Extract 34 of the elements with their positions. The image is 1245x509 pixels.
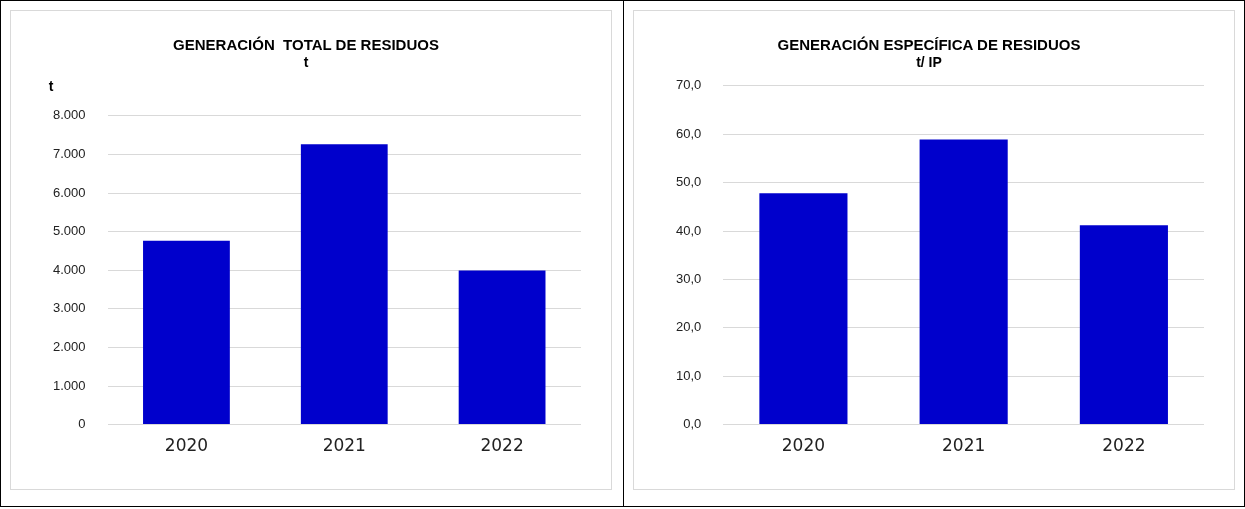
y-tick-label: 4.000 [52,261,86,277]
chart-subtitle: t/ IP [915,54,942,71]
bar [1079,225,1168,425]
y-tick-label: 30,0 [675,270,701,286]
y-tick-label: 50,0 [675,174,701,190]
y-tick-label: 1.000 [52,377,86,393]
y-tick-label: 0,0 [682,416,701,432]
bar [919,139,1008,425]
x-tick-label: 2021 [941,435,985,456]
y-tick-label: 70,0 [675,77,701,93]
y-tick-label: 8.000 [52,107,86,123]
chart-subtitle: t [303,54,309,71]
bar [458,270,546,425]
y-tick-label: 7.000 [52,145,86,161]
chart-title: GENERACIÓN TOTAL DE RESIDUOS [173,36,439,54]
y-tick-label: 60,0 [675,125,701,141]
x-tick-label: 2021 [322,435,366,456]
y-tick-label: 6.000 [52,184,86,200]
y-tick-label: 2.000 [52,338,86,354]
y-tick-label: 20,0 [675,319,701,335]
y-axis-title: t [48,77,54,94]
x-tick-label: 2020 [164,435,209,456]
x-tick-label: 2022 [1101,435,1146,456]
y-tick-label: 5.000 [52,223,86,239]
x-tick-label: 2020 [781,435,825,456]
bar [758,193,847,425]
y-tick-label: 0 [78,416,86,432]
x-tick-label: 2022 [480,435,524,456]
y-tick-label: 3.000 [52,300,86,316]
y-tick-label: 10,0 [675,367,701,383]
bar [143,240,230,425]
y-tick-label: 40,0 [675,222,701,238]
chart-title: GENERACIÓN ESPECÍFICA DE RESIDUOS [777,36,1080,54]
bar [300,144,388,425]
